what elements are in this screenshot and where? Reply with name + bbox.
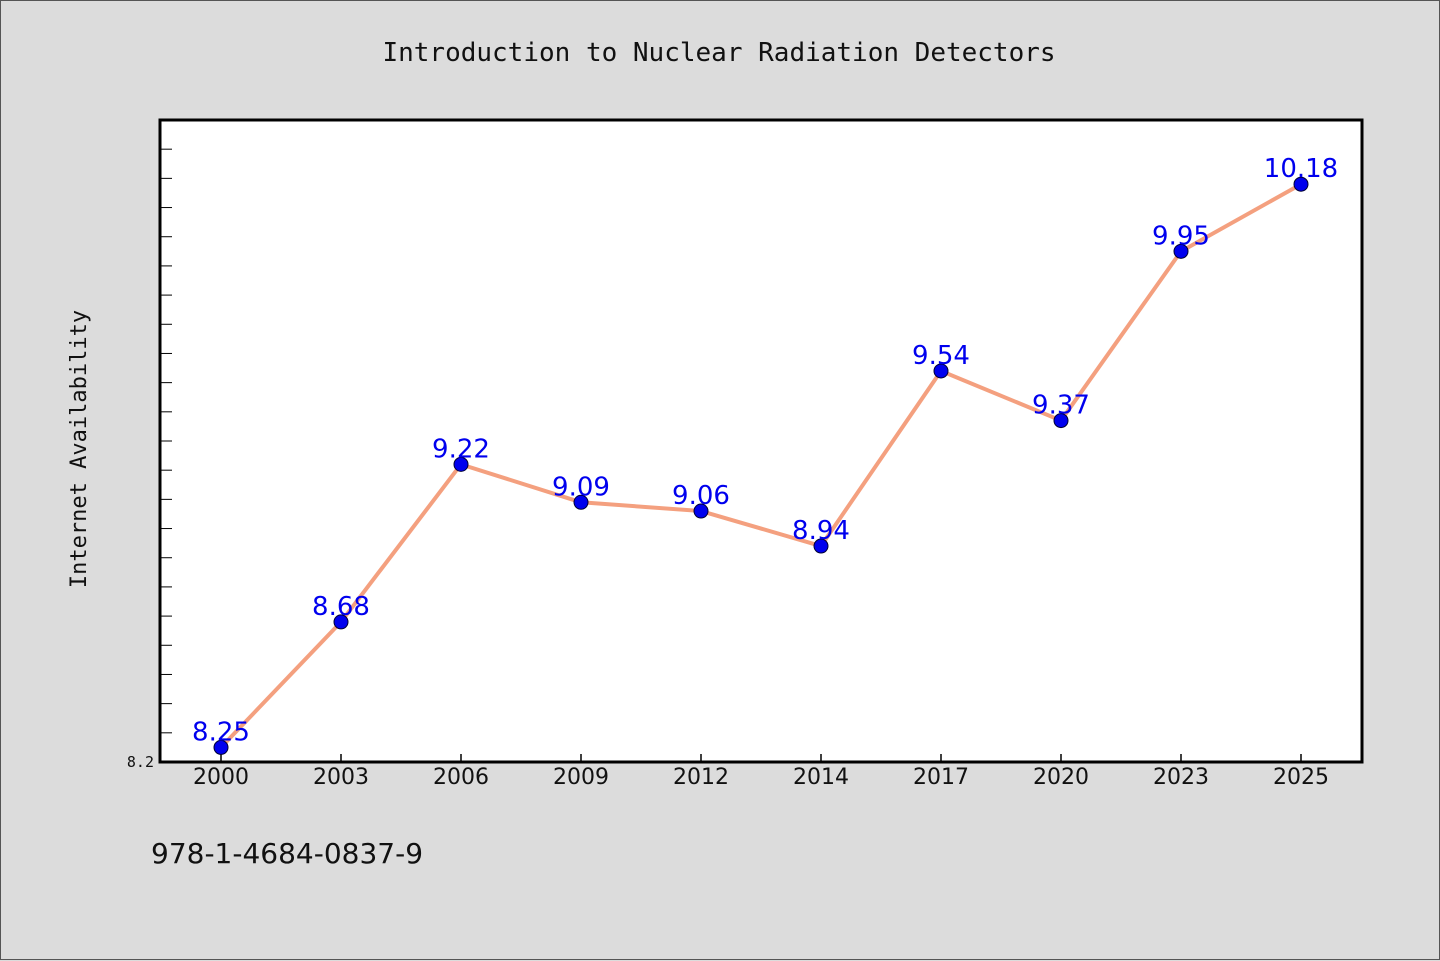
data-label: 9.06 — [672, 481, 730, 511]
data-point — [453, 456, 469, 472]
x-tick-label: 2023 — [1153, 765, 1209, 790]
x-tick-label: 2000 — [193, 765, 249, 790]
data-point — [693, 503, 709, 519]
data-point — [813, 538, 829, 554]
data-point — [333, 614, 349, 630]
x-tick-label: 2003 — [313, 765, 369, 790]
data-point — [213, 739, 229, 755]
data-point — [1293, 176, 1309, 192]
data-point — [933, 363, 949, 379]
chart-title: Introduction to Nuclear Radiation Detect… — [382, 38, 1055, 68]
data-label: 10.18 — [1264, 154, 1338, 184]
data-label: 9.22 — [432, 434, 490, 464]
x-tick-label: 2014 — [793, 765, 849, 790]
data-label: 8.94 — [792, 516, 850, 546]
y-tick-label: 8.2 — [127, 753, 154, 771]
x-tick-label: 2020 — [1033, 765, 1089, 790]
y-axis-label: Internet Availability — [67, 310, 92, 588]
isbn-text: 978-1-4684-0837-9 — [151, 837, 423, 870]
series-line — [219, 182, 1302, 749]
data-label: 9.54 — [912, 341, 970, 371]
data-point — [1173, 243, 1189, 259]
data-label: 8.25 — [192, 717, 250, 747]
x-tick-label: 2012 — [673, 765, 729, 790]
x-tick-label: 2009 — [553, 765, 609, 790]
series-group: 8.25 8.68 9.22 9.09 9.06 8.94 9.54 9.37 9.95 10.1… — [192, 154, 1338, 755]
x-tick-label: 2006 — [433, 765, 489, 790]
data-point — [573, 494, 589, 510]
axis-ticks: 2000 2003 2006 2009 2012 2014 2017 2020 2023 2025… — [127, 119, 1329, 790]
data-point — [1053, 413, 1069, 429]
data-label: 9.95 — [1152, 221, 1210, 251]
x-tick-label: 2025 — [1273, 765, 1329, 790]
data-label: 9.09 — [552, 472, 610, 502]
data-label: 8.68 — [312, 592, 370, 622]
plot-area — [158, 118, 1364, 764]
data-label: 9.37 — [1032, 391, 1090, 421]
x-tick-label: 2017 — [913, 765, 969, 790]
